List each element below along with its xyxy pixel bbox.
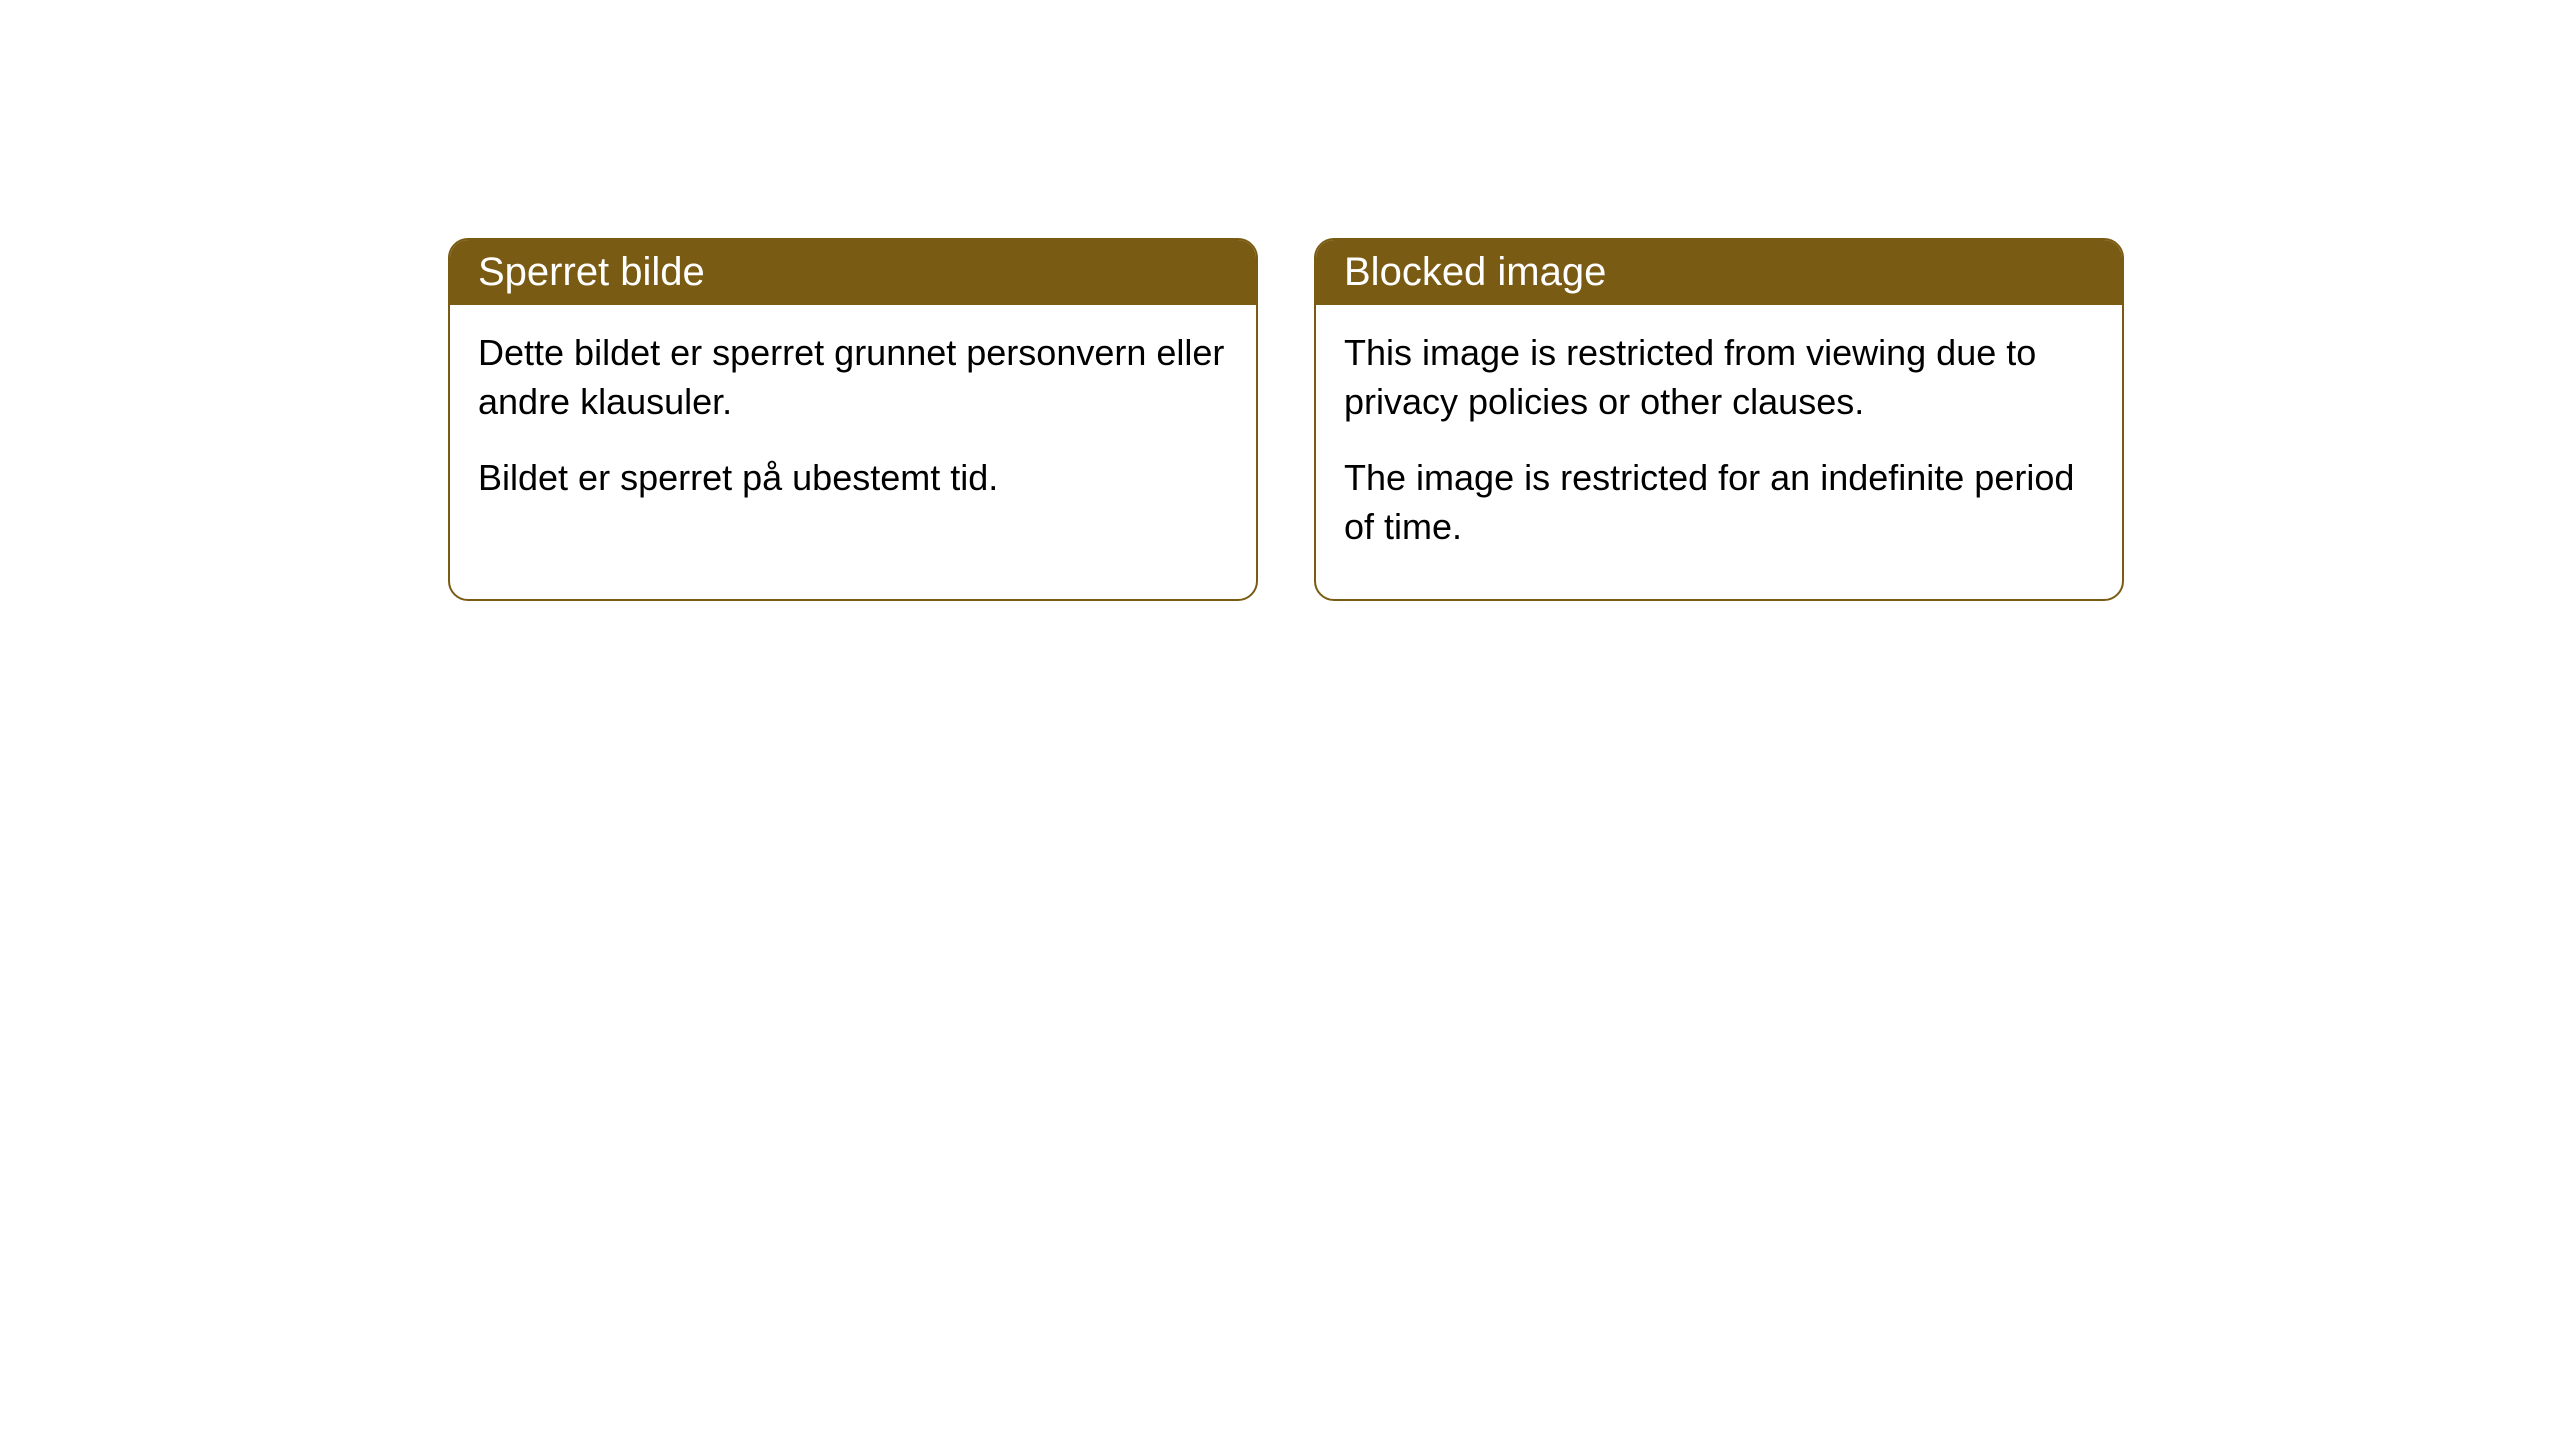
card-body: Dette bildet er sperret grunnet personve… bbox=[450, 305, 1256, 551]
notice-card-norwegian: Sperret bilde Dette bildet er sperret gr… bbox=[448, 238, 1258, 601]
card-header: Blocked image bbox=[1316, 240, 2122, 305]
card-title: Sperret bilde bbox=[478, 250, 705, 294]
card-paragraph: This image is restricted from viewing du… bbox=[1344, 329, 2094, 426]
card-title: Blocked image bbox=[1344, 250, 1606, 294]
card-paragraph: Bildet er sperret på ubestemt tid. bbox=[478, 454, 1228, 503]
card-body: This image is restricted from viewing du… bbox=[1316, 305, 2122, 599]
notice-cards-container: Sperret bilde Dette bildet er sperret gr… bbox=[448, 238, 2124, 601]
card-header: Sperret bilde bbox=[450, 240, 1256, 305]
card-paragraph: Dette bildet er sperret grunnet personve… bbox=[478, 329, 1228, 426]
card-paragraph: The image is restricted for an indefinit… bbox=[1344, 454, 2094, 551]
notice-card-english: Blocked image This image is restricted f… bbox=[1314, 238, 2124, 601]
